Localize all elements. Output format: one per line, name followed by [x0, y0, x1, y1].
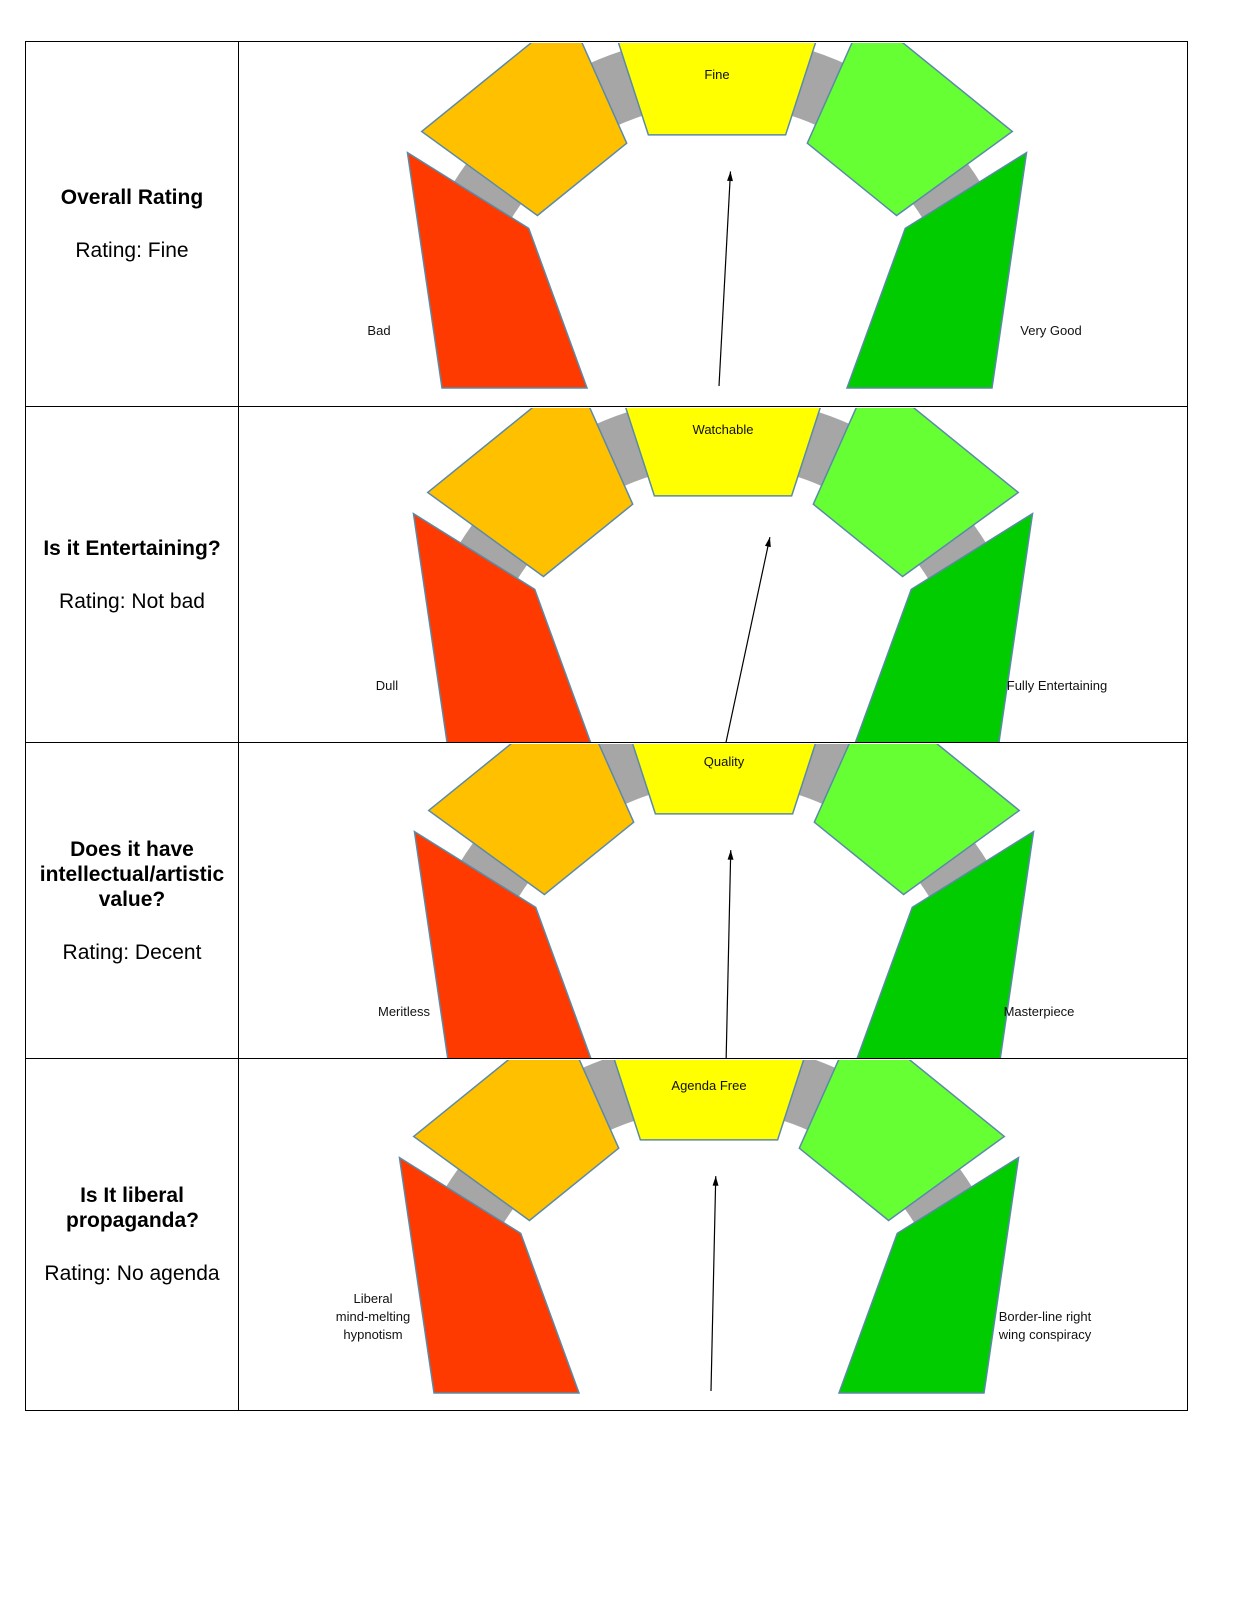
label-line: Very Good: [1020, 323, 1081, 338]
gauge-cell: Watchable Dull Fully Entertaining: [238, 406, 1188, 743]
gauge-cell: Fine Bad Very Good: [238, 41, 1188, 407]
needle-arrowhead: [712, 1175, 719, 1186]
gauge-left-label: Meritless: [378, 1004, 431, 1019]
row-label-cell: Is It liberal propaganda? Rating: No age…: [25, 1058, 239, 1411]
gauge-top-label: Agenda Free: [671, 1078, 746, 1093]
label-line: hypnotism: [343, 1327, 402, 1342]
rating-gauge: Fine Bad Very Good: [367, 42, 1082, 389]
question-text: Does it have intellectual/artistic value…: [39, 837, 225, 911]
gauge-segment: [412, 1059, 620, 1221]
gauge-top-label: Quality: [704, 754, 745, 769]
gauge-segment: [617, 42, 817, 136]
gauge-needle: [718, 170, 732, 386]
rating-text: Rating: Fine: [75, 239, 189, 262]
gauge-segment: [813, 743, 1021, 895]
gauge-segment: [845, 150, 1028, 389]
needle-arrowhead: [765, 536, 771, 547]
gauge-segment: [420, 42, 628, 216]
gauge-segment: [427, 743, 635, 895]
gauge-needle: [725, 849, 732, 1058]
label-line: Border-line right: [999, 1309, 1092, 1324]
rating-text: Rating: Not bad: [59, 589, 205, 613]
needle-arrowhead: [727, 170, 733, 181]
label-line: Bad: [367, 323, 390, 338]
gauge-right-label: Border-line right wing conspiracy: [998, 1309, 1092, 1342]
gauge-needle: [725, 536, 771, 742]
gauge-top-label: Watchable: [693, 422, 754, 437]
rating-row: Does it have intellectual/artistic value…: [25, 742, 1188, 1059]
gauge-left-label: Bad: [367, 323, 390, 338]
rating-gauge: Agenda Free Liberal mind-melting hypnotism B…: [336, 1059, 1092, 1394]
label-line: Dull: [376, 678, 399, 693]
gauge-cell: Quality Meritless Masterpiece: [238, 742, 1188, 1059]
gauge-segment: [837, 1155, 1020, 1394]
row-label-cell: Does it have intellectual/artistic value…: [25, 742, 239, 1059]
gauge-segment: [625, 407, 821, 497]
gauge-segment: [613, 1059, 805, 1141]
label-line: Masterpiece: [1004, 1004, 1075, 1019]
question-text: Is It liberal propaganda?: [66, 1184, 200, 1232]
gauge-right-label: Fully Entertaining: [1007, 678, 1107, 693]
gauge-segment: [812, 407, 1020, 577]
gauge-segment: [406, 150, 589, 389]
needle-arrowhead: [727, 849, 734, 860]
gauge-segment: [798, 1059, 1006, 1221]
gauge-needle: [710, 1175, 717, 1391]
gauge-segment: [412, 511, 592, 742]
rating-gauge: Watchable Dull Fully Entertaining: [376, 407, 1107, 742]
label-line: wing conspiracy: [998, 1327, 1092, 1342]
gauge-segment: [398, 1155, 581, 1394]
gauge-segment: [631, 743, 817, 815]
gauge-segment: [426, 407, 634, 577]
rating-text: Rating: No agenda: [44, 1262, 220, 1285]
label-line: Meritless: [378, 1004, 431, 1019]
gauge-segment: [856, 829, 1035, 1058]
gauge-segment: [413, 829, 592, 1058]
rating-row: Overall Rating Rating: Fine Fine Bad Very …: [25, 41, 1188, 407]
question-text: Is it Entertaining?: [43, 536, 221, 560]
gauge-cell: Agenda Free Liberal mind-melting hypnotism B…: [238, 1058, 1188, 1411]
gauge-segment: [854, 511, 1034, 742]
row-label-cell: Overall Rating Rating: Fine: [25, 41, 239, 407]
rating-gauge: Quality Meritless Masterpiece: [378, 743, 1075, 1058]
rating-row: Is it Entertaining? Rating: Not bad Watc…: [25, 406, 1188, 743]
gauge-segment: [806, 42, 1014, 216]
rating-text: Rating: Decent: [62, 940, 202, 964]
gauge-left-label: Liberal mind-melting hypnotism: [336, 1291, 410, 1342]
gauge-top-label: Fine: [704, 67, 729, 82]
rating-row: Is It liberal propaganda? Rating: No age…: [25, 1058, 1188, 1411]
label-line: mind-melting: [336, 1309, 410, 1324]
rating-table: Overall Rating Rating: Fine Fine Bad Very …: [25, 41, 1188, 1411]
label-line: Liberal: [353, 1291, 392, 1306]
row-label-cell: Is it Entertaining? Rating: Not bad: [25, 406, 239, 743]
question-text: Overall Rating: [60, 186, 204, 209]
gauge-right-label: Masterpiece: [1004, 1004, 1075, 1019]
gauge-right-label: Very Good: [1020, 323, 1081, 338]
gauge-left-label: Dull: [376, 678, 399, 693]
label-line: Fully Entertaining: [1007, 678, 1107, 693]
